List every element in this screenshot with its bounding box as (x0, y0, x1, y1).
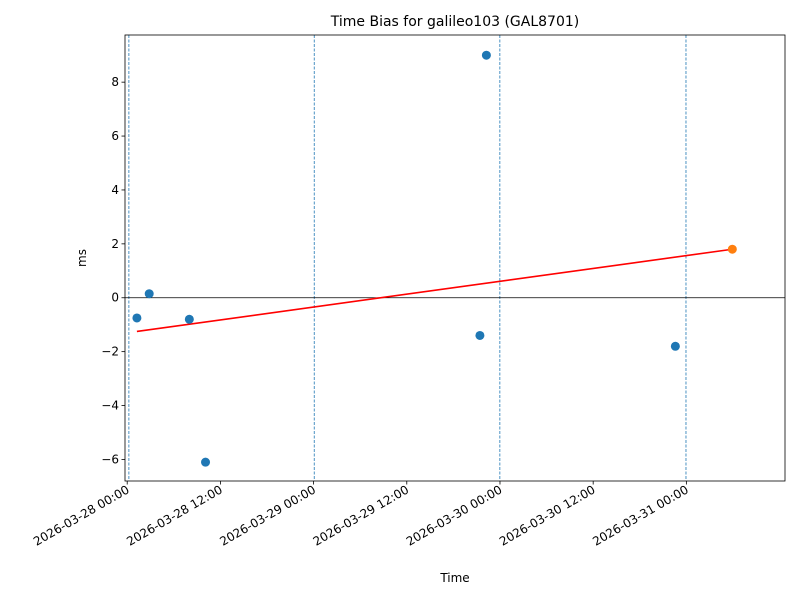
data-point (132, 313, 142, 323)
data-point (727, 244, 737, 254)
y-tick-label: 6 (111, 129, 119, 143)
y-axis-label: ms (75, 249, 89, 267)
y-tick-label: 4 (111, 183, 119, 197)
plot-frame (124, 34, 786, 482)
x-axis-label: Time (439, 571, 469, 585)
y-tick-label: 0 (111, 291, 119, 305)
trend-line (136, 248, 733, 333)
y-tick-label: 8 (111, 75, 119, 89)
data-point (144, 289, 154, 299)
data-point (481, 50, 491, 60)
chart-title: Time Bias for galileo103 (GAL8701) (330, 14, 580, 30)
y-tick-label: −6 (101, 452, 119, 466)
data-point (475, 330, 485, 340)
y-tick-label: 2 (111, 237, 119, 251)
data-point (201, 457, 211, 467)
y-tick-label: −2 (101, 345, 119, 359)
y-tick-label: −4 (101, 399, 119, 413)
data-point (670, 341, 680, 351)
data-point (184, 314, 194, 324)
